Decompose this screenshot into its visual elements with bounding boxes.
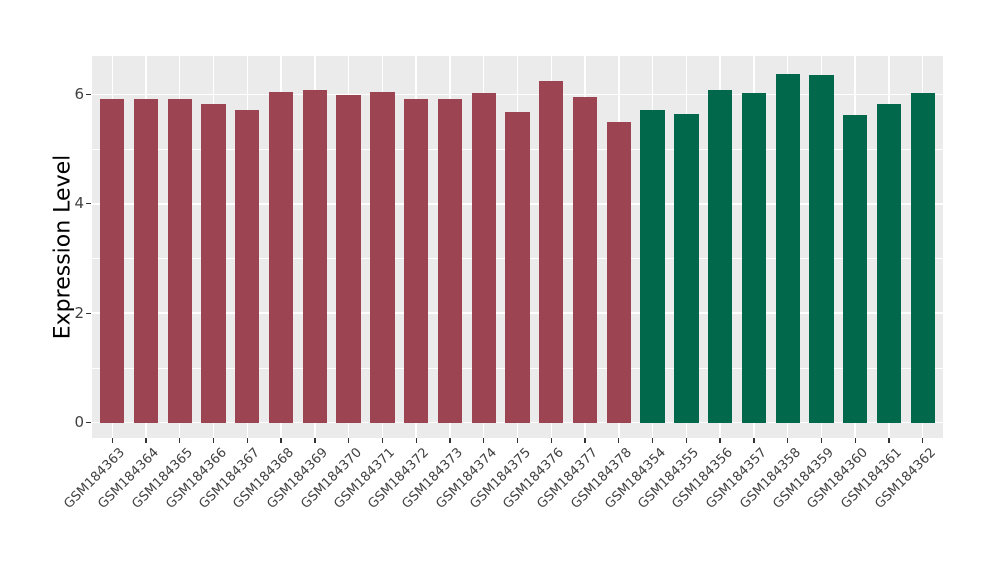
x-tick-mark <box>145 438 147 443</box>
x-tick-mark <box>246 438 248 443</box>
x-tick-mark <box>753 438 755 443</box>
bar-GSM184355 <box>674 114 699 423</box>
x-tick-mark <box>618 438 620 443</box>
y-tick-label: 6 <box>74 84 84 103</box>
bar-GSM184373 <box>437 98 463 423</box>
bar-GSM184377 <box>572 97 598 423</box>
bar-GSM184375 <box>505 111 530 423</box>
y-tick-mark <box>86 203 91 205</box>
bar-GSM184367 <box>235 110 260 423</box>
bar-GSM184366 <box>201 103 226 423</box>
bar-GSM184360 <box>843 115 868 423</box>
x-tick-mark <box>685 438 687 443</box>
bar-GSM184359 <box>809 74 834 423</box>
bar-GSM184365 <box>167 99 192 423</box>
x-tick-mark <box>483 438 485 443</box>
bar-GSM184362 <box>910 92 935 423</box>
x-tick-mark <box>584 438 586 443</box>
x-tick-mark <box>381 438 384 443</box>
bar-GSM184356 <box>707 90 733 423</box>
y-tick-mark <box>86 422 91 424</box>
x-tick-mark <box>516 438 519 443</box>
y-tick-mark <box>86 312 91 314</box>
plot-panel <box>92 56 943 438</box>
bar-GSM184376 <box>539 81 564 423</box>
x-tick-mark <box>854 438 856 443</box>
x-tick-mark <box>787 438 789 443</box>
bar-GSM184358 <box>775 73 800 423</box>
x-tick-mark <box>111 438 113 443</box>
x-tick-mark <box>922 438 924 443</box>
bar-GSM184357 <box>741 93 767 423</box>
bar-GSM184374 <box>471 93 496 423</box>
x-tick-mark <box>314 438 316 443</box>
x-tick-mark <box>348 438 350 443</box>
bar-GSM184372 <box>404 98 429 423</box>
bar-GSM184378 <box>606 121 631 423</box>
bar-GSM184370 <box>336 95 361 423</box>
y-tick-label: 2 <box>74 303 84 322</box>
x-tick-mark <box>280 438 282 443</box>
y-tick-mark <box>86 93 91 95</box>
x-tick-mark <box>550 438 552 443</box>
x-tick-mark <box>179 438 181 443</box>
x-tick-mark <box>888 438 890 443</box>
x-tick-mark <box>212 438 215 443</box>
x-tick-mark <box>719 438 721 443</box>
bar-GSM184361 <box>876 103 902 423</box>
bar-GSM184368 <box>268 91 294 423</box>
y-tick-label: 0 <box>74 413 84 432</box>
bar-GSM184371 <box>370 92 395 423</box>
bar-GSM184354 <box>640 109 665 423</box>
bar-GSM184364 <box>133 98 159 423</box>
y-tick-label: 4 <box>74 194 84 213</box>
bar-GSM184363 <box>100 98 125 423</box>
x-tick-mark <box>415 438 417 443</box>
x-tick-mark <box>449 438 451 443</box>
bar-GSM184369 <box>302 89 328 423</box>
x-tick-mark <box>651 438 654 443</box>
x-tick-mark <box>820 438 823 443</box>
